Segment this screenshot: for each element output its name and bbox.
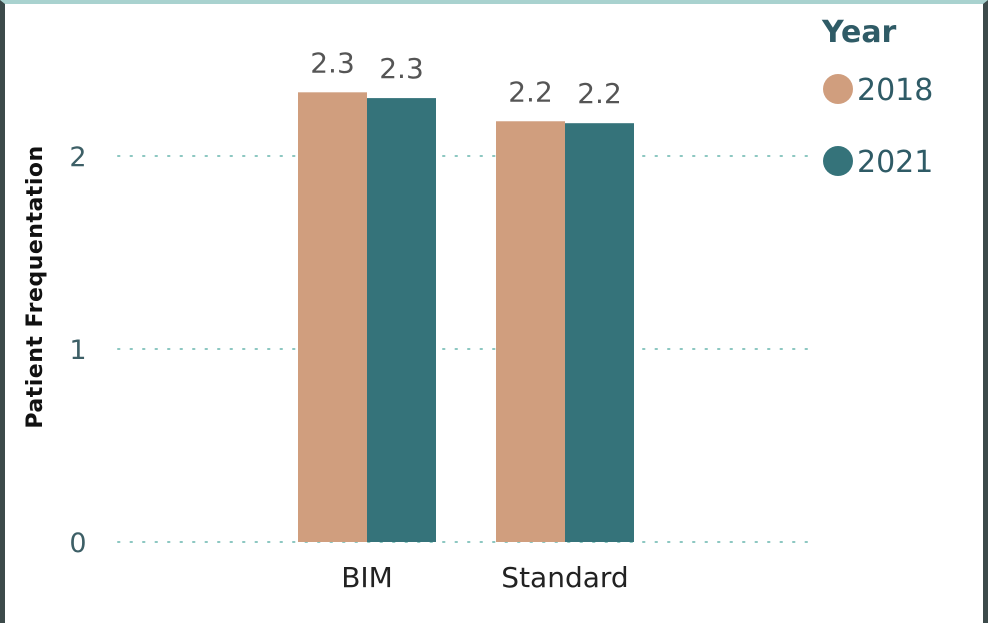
data-label-standard-2018: 2.2 — [508, 75, 553, 108]
x-category-label: Standard — [501, 561, 628, 594]
data-labels: 2.3 2.3 2.2 2.2 — [310, 46, 622, 110]
bar-standard-2021[interactable] — [565, 123, 634, 542]
y-axis-ticks: 0 1 2 — [69, 142, 86, 559]
legend[interactable]: Year 2018 2021 — [821, 15, 933, 180]
y-axis-title: Patient Frequentation — [23, 145, 48, 428]
data-label-bim-2018: 2.3 — [310, 46, 355, 79]
legend-marker-2018 — [823, 74, 853, 104]
legend-title: Year — [821, 15, 897, 50]
bar-bim-2021[interactable] — [367, 98, 436, 542]
legend-label-2021: 2021 — [857, 145, 933, 180]
x-category-label: BIM — [341, 561, 393, 594]
y-tick-label: 1 — [69, 335, 86, 366]
bars — [298, 92, 634, 542]
legend-label-2018: 2018 — [857, 73, 933, 108]
gridlines — [117, 155, 811, 543]
y-tick-label: 0 — [69, 528, 86, 559]
x-axis-categories: BIM Standard — [341, 561, 629, 594]
data-label-bim-2021: 2.3 — [379, 52, 424, 85]
legend-items: 2018 2021 — [823, 73, 933, 180]
bar-bim-2018[interactable] — [298, 92, 367, 542]
bar-standard-2018[interactable] — [496, 121, 565, 542]
y-tick-label: 2 — [69, 142, 86, 173]
data-label-standard-2021: 2.2 — [577, 77, 622, 110]
legend-marker-2021 — [823, 146, 853, 176]
